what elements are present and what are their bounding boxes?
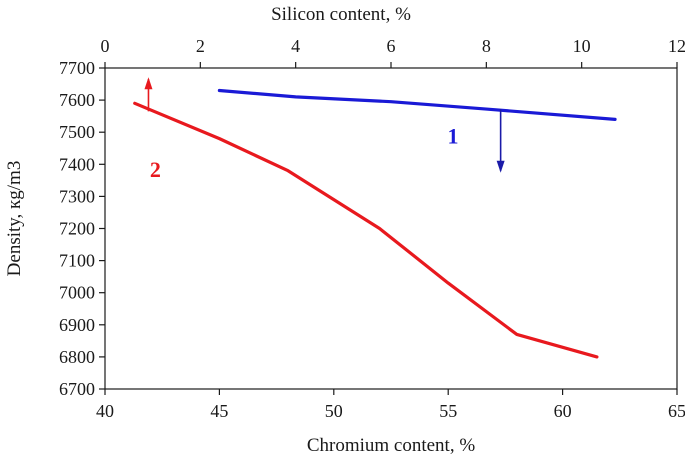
x-tick-label: 40 (96, 401, 114, 421)
top-tick-label: 4 (291, 36, 300, 56)
x-tick-label: 60 (554, 401, 572, 421)
top-tick-label: 6 (387, 36, 396, 56)
series-lines: 12 (133, 77, 617, 359)
top-axis-title: Silicon content, % (271, 4, 411, 25)
top-tick-label: 10 (573, 36, 591, 56)
top-axis: 0 2 4 6 8 10 12 (101, 36, 685, 68)
x-tick-label: 45 (210, 401, 228, 421)
left-axis: 6700 6800 6900 7000 7100 7200 7300 7400 7500 7600… (59, 58, 105, 399)
y-tick-label: 6900 (59, 315, 95, 335)
series-1-line (217, 88, 617, 121)
y-tick-label: 7500 (59, 122, 95, 142)
y-tick-label: 7200 (59, 219, 95, 239)
y-tick-label: 7000 (59, 283, 95, 303)
y-tick-label: 7700 (59, 58, 95, 78)
x-axis-title: Chromium content, % (307, 435, 476, 456)
y-tick-label: 7600 (59, 90, 95, 110)
y-tick-label: 6800 (59, 347, 95, 367)
series-2-label: 2 (150, 157, 161, 182)
x-tick-label: 65 (668, 401, 685, 421)
top-tick-label: 12 (668, 36, 685, 56)
series-1-arrow-head (496, 160, 505, 173)
x-tick-label: 50 (325, 401, 343, 421)
top-tick-label: 0 (101, 36, 110, 56)
series-2-line (133, 101, 599, 359)
top-tick-label: 2 (196, 36, 205, 56)
bottom-axis: 40 45 50 55 60 65 (96, 389, 685, 421)
series-2-arrow-head (144, 77, 153, 90)
y-tick-label: 7300 (59, 186, 95, 206)
series-1-label: 1 (447, 123, 458, 148)
y-tick-label: 6700 (59, 379, 95, 399)
y-tick-label: 7100 (59, 251, 95, 271)
x-tick-label: 55 (439, 401, 457, 421)
y-tick-label: 7400 (59, 154, 95, 174)
y-axis-title: Density, кg/m3 (4, 161, 25, 277)
top-tick-label: 8 (482, 36, 491, 56)
